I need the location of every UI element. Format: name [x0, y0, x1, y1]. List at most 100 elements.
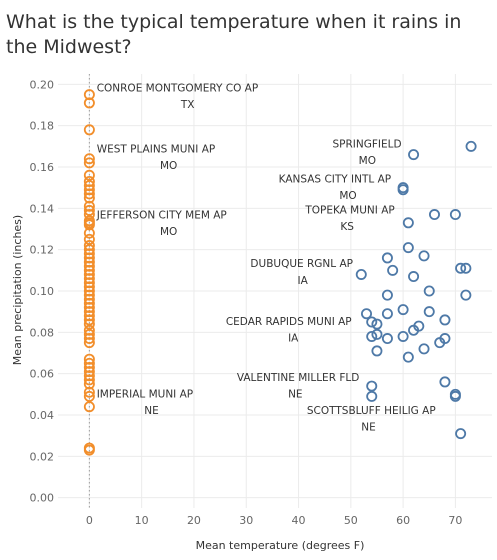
point-orange[interactable] [83, 306, 95, 318]
point-blue[interactable] [428, 209, 440, 221]
point-blue[interactable] [381, 333, 393, 345]
point-orange[interactable] [83, 244, 95, 256]
point-blue[interactable] [460, 262, 472, 274]
point-orange[interactable] [83, 314, 95, 326]
point-orange[interactable] [83, 169, 95, 181]
point-blue[interactable] [408, 324, 420, 336]
station-annotation: IA [288, 333, 299, 345]
point-orange[interactable] [83, 293, 95, 305]
point-orange[interactable] [83, 386, 95, 398]
point-blue[interactable] [408, 149, 420, 161]
point-blue[interactable] [402, 351, 414, 363]
point-orange[interactable] [83, 378, 95, 390]
point-orange[interactable] [83, 252, 95, 264]
point-orange[interactable] [83, 89, 95, 101]
point-orange[interactable] [83, 184, 95, 196]
point-orange[interactable] [83, 310, 95, 322]
point-blue[interactable] [465, 140, 477, 152]
point-orange[interactable] [83, 374, 95, 386]
point-orange[interactable] [83, 390, 95, 402]
point-orange[interactable] [83, 153, 95, 165]
point-orange[interactable] [83, 264, 95, 276]
point-orange[interactable] [83, 324, 95, 336]
point-blue[interactable] [397, 184, 409, 196]
point-orange[interactable] [83, 200, 95, 212]
point-orange[interactable] [83, 444, 95, 456]
point-orange[interactable] [83, 209, 95, 221]
point-blue[interactable] [455, 428, 467, 440]
point-blue[interactable] [381, 252, 393, 264]
point-orange[interactable] [83, 124, 95, 136]
point-blue[interactable] [418, 343, 430, 355]
point-blue[interactable] [366, 330, 378, 342]
point-orange[interactable] [83, 273, 95, 285]
point-blue[interactable] [439, 314, 451, 326]
point-orange[interactable] [83, 357, 95, 369]
station-annotation: TX [180, 99, 195, 111]
point-orange[interactable] [83, 227, 95, 239]
x-axis-ticks: 0 10 20 30 40 50 60 70 [86, 514, 463, 527]
x-tick-label: 10 [135, 514, 149, 527]
point-orange[interactable] [83, 219, 95, 231]
point-blue[interactable] [449, 390, 461, 402]
point-orange[interactable] [83, 285, 95, 297]
point-orange[interactable] [83, 281, 95, 293]
point-blue[interactable] [371, 328, 383, 340]
point-orange[interactable] [83, 366, 95, 378]
point-orange[interactable] [83, 370, 95, 382]
point-orange[interactable] [83, 401, 95, 413]
y-tick-label: 0.00 [30, 492, 55, 505]
y-axis-ticks: 0.00 0.02 0.04 0.06 0.08 0.10 0.12 0.14 0.16 0.18… [30, 78, 55, 504]
station-annotation: MO [359, 155, 376, 167]
point-orange[interactable] [83, 256, 95, 268]
point-blue[interactable] [423, 306, 435, 318]
point-blue[interactable] [381, 289, 393, 301]
point-orange[interactable] [83, 277, 95, 289]
point-orange[interactable] [83, 361, 95, 373]
point-blue[interactable] [366, 390, 378, 402]
point-orange[interactable] [83, 297, 95, 309]
point-orange[interactable] [83, 180, 95, 192]
point-blue[interactable] [402, 217, 414, 229]
point-orange[interactable] [83, 333, 95, 345]
point-orange[interactable] [83, 302, 95, 314]
station-annotation: NE [361, 422, 376, 434]
point-orange[interactable] [83, 97, 95, 109]
point-blue[interactable] [397, 304, 409, 316]
point-blue[interactable] [366, 316, 378, 328]
point-orange[interactable] [83, 353, 95, 365]
point-orange[interactable] [83, 248, 95, 260]
point-orange[interactable] [83, 192, 95, 204]
point-blue[interactable] [381, 308, 393, 320]
point-blue[interactable] [460, 289, 472, 301]
point-blue[interactable] [402, 242, 414, 254]
point-orange[interactable] [83, 157, 95, 169]
point-orange[interactable] [83, 204, 95, 216]
point-blue[interactable] [366, 380, 378, 392]
point-blue[interactable] [434, 337, 446, 349]
point-blue[interactable] [387, 264, 399, 276]
point-blue[interactable] [397, 330, 409, 342]
point-blue[interactable] [439, 376, 451, 388]
point-blue[interactable] [361, 308, 373, 320]
point-orange[interactable] [83, 328, 95, 340]
point-orange[interactable] [83, 240, 95, 252]
point-blue[interactable] [408, 271, 420, 283]
x-tick-label: 40 [292, 514, 306, 527]
point-orange[interactable] [83, 337, 95, 349]
point-orange[interactable] [83, 268, 95, 280]
point-orange[interactable] [83, 233, 95, 245]
point-blue[interactable] [355, 268, 367, 280]
point-orange[interactable] [83, 188, 95, 200]
point-blue[interactable] [455, 262, 467, 274]
x-tick-label: 20 [187, 514, 201, 527]
point-orange[interactable] [83, 318, 95, 330]
point-blue[interactable] [423, 285, 435, 297]
point-blue[interactable] [449, 209, 461, 221]
point-orange[interactable] [83, 260, 95, 272]
point-blue[interactable] [371, 345, 383, 357]
point-orange[interactable] [83, 289, 95, 301]
point-blue[interactable] [418, 250, 430, 262]
point-orange[interactable] [83, 175, 95, 187]
point-blue[interactable] [371, 318, 383, 330]
